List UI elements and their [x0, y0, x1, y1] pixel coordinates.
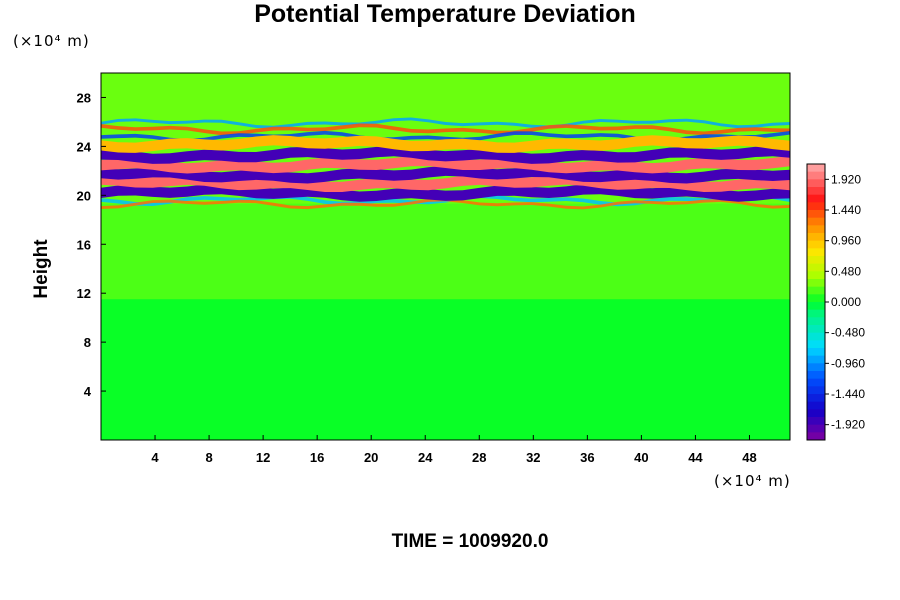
fringe-band: [101, 130, 790, 143]
x-tick-label: 32: [526, 450, 540, 465]
x-tick-label: 24: [418, 450, 433, 465]
colorbar-swatch: [807, 340, 825, 349]
x-tick-label: 16: [310, 450, 324, 465]
y-tick-label: 16: [77, 237, 91, 252]
colorbar-swatch: [807, 409, 825, 418]
colorbar-tick-label: -1.920: [831, 418, 865, 432]
y-tick-label: 20: [77, 188, 91, 203]
colorbar-swatch: [807, 179, 825, 188]
colorbar-swatch: [807, 263, 825, 272]
colorbar-swatch: [807, 424, 825, 433]
colorbar-swatch: [807, 194, 825, 203]
colorbar-tick-label: 0.480: [831, 264, 861, 278]
x-tick-label: 12: [256, 450, 270, 465]
colorbar-swatch: [807, 363, 825, 372]
colorbar-swatch: [807, 309, 825, 318]
colorbar-swatch: [807, 233, 825, 242]
fringe-band: [101, 123, 790, 136]
colorbar-tick-label: 0.960: [831, 234, 861, 248]
y-tick-label: 4: [84, 384, 92, 399]
colorbar-swatch: [807, 248, 825, 257]
x-tick-label: 8: [205, 450, 212, 465]
colorbar-swatch: [807, 417, 825, 426]
y-tick-label: 28: [77, 90, 91, 105]
colorbar-tick-label: -1.440: [831, 387, 865, 401]
colorbar-swatch: [807, 355, 825, 364]
time-label: TIME = 1009920.0: [391, 531, 549, 552]
colorbar-swatch: [807, 325, 825, 334]
colorbar-tick-label: -0.480: [831, 326, 865, 340]
colorbar-swatch: [807, 225, 825, 234]
chart-title: Potential Temperature Deviation: [254, 0, 636, 28]
y-axis-unit: (×10⁴ m): [13, 32, 90, 50]
colorbar-swatch: [807, 317, 825, 326]
colorbar-swatch: [807, 279, 825, 288]
colorbar-swatch: [807, 164, 825, 173]
colorbar-swatch: [807, 294, 825, 303]
heatmap-band: [101, 135, 790, 153]
colorbar-swatch: [807, 271, 825, 280]
colorbar-swatch: [807, 202, 825, 211]
colorbar-swatch: [807, 371, 825, 380]
x-tick-label: 4: [151, 450, 159, 465]
colorbar-swatch: [807, 432, 825, 441]
colorbar-swatch: [807, 286, 825, 295]
colorbar: 1.920 1.440 0.960 0.480 0.000 -0.480 -0.960 -1.…: [806, 163, 865, 441]
colorbar-tick-label: 1.920: [831, 172, 861, 186]
colorbar-tick-label: 0.000: [831, 295, 861, 309]
colorbar-swatch: [807, 256, 825, 265]
colorbar-swatch: [807, 394, 825, 403]
colorbar-swatch: [807, 171, 825, 180]
x-tick-label: 40: [634, 450, 648, 465]
x-axis: 4 8 12 16 20 24 28 32 36 40 44 48: [151, 435, 757, 465]
plot-frame: [100, 72, 791, 441]
fringe-band: [101, 117, 790, 129]
colorbar-swatch: [807, 348, 825, 357]
x-tick-label: 48: [742, 450, 756, 465]
y-tick-label: 24: [77, 139, 92, 154]
heatmap-field: [101, 73, 790, 440]
y-axis: 4 8 12 16 20 24 28: [77, 90, 106, 399]
x-tick-label: 44: [688, 450, 703, 465]
colorbar-tick-label: -0.960: [831, 356, 865, 370]
colorbar-swatch: [807, 187, 825, 196]
colorbar-swatch: [807, 386, 825, 395]
x-tick-label: 36: [580, 450, 594, 465]
colorbar-swatch: [807, 401, 825, 410]
colorbar-swatch: [807, 302, 825, 311]
y-tick-label: 8: [84, 335, 91, 350]
heatmap-band: [101, 146, 790, 164]
colorbar-swatch: [807, 332, 825, 341]
colorbar-tick-label: 1.440: [831, 203, 861, 217]
colorbar-swatch: [807, 217, 825, 226]
colorbar-swatch: [807, 378, 825, 387]
heatmap-band: [101, 165, 790, 184]
colorbar-swatch: [807, 240, 825, 249]
colorbar-swatch: [807, 210, 825, 219]
x-axis-unit: (×10⁴ m): [714, 472, 791, 490]
x-tick-label: 28: [472, 450, 486, 465]
x-tick-label: 20: [364, 450, 378, 465]
y-tick-label: 12: [77, 286, 91, 301]
